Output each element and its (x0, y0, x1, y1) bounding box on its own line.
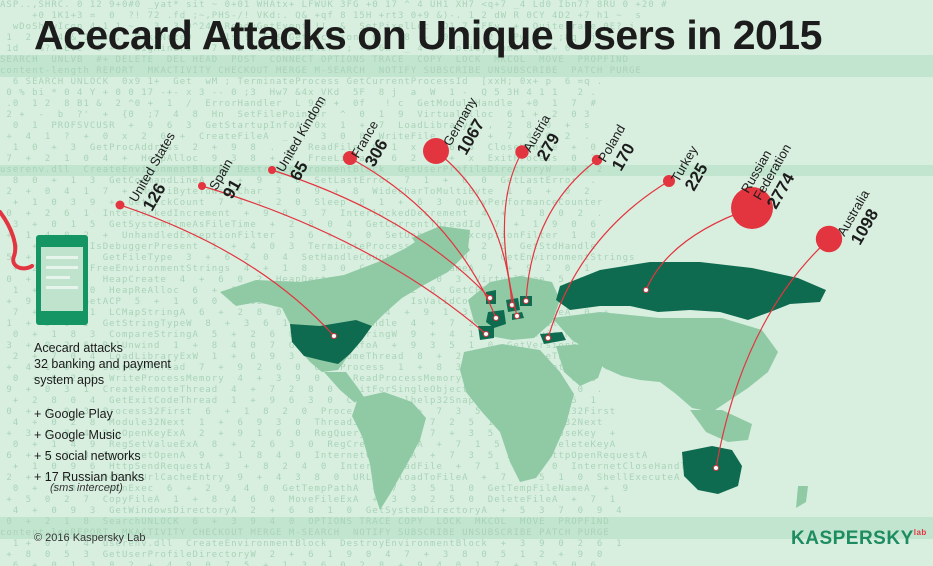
land-north-america (220, 232, 470, 372)
kaspersky-logo: KASPERSKYlab (791, 528, 927, 550)
land-middle-east (556, 344, 606, 386)
connector-turkey (547, 180, 670, 339)
logo-sup: lab (913, 528, 927, 537)
country-australia (682, 446, 742, 494)
page-title: Acecard Attacks on Unique Users in 2015 (34, 12, 822, 58)
bubble-russian-federation (731, 187, 773, 229)
land-africa (460, 344, 574, 482)
bubble-australia (815, 225, 843, 253)
attacked-countries (290, 262, 826, 494)
info-target-list: + Google Play + Google Music + 5 social … (34, 404, 144, 488)
list-item: + Google Music (34, 428, 122, 442)
endpoint-russian-federation (643, 287, 649, 293)
connector-lines (119, 150, 830, 471)
endpoint-spain (483, 331, 489, 337)
land-south-america (352, 392, 426, 510)
bubble-austria (515, 145, 529, 159)
bubble-france (343, 151, 357, 165)
endpoint-australia (713, 465, 719, 471)
info-note: (sms intercept) (50, 482, 123, 494)
connector-spain (201, 185, 487, 335)
connector-united-kindom (271, 169, 491, 299)
list-item: + 5 social networks (34, 449, 141, 463)
land-asia (552, 312, 778, 412)
world-map (220, 226, 808, 510)
endpoint-united-states (331, 333, 337, 339)
info-heading: Acecard attacks 32 banking and payment s… (34, 340, 171, 388)
info-heading-line: system apps (34, 373, 105, 387)
phone-screen-line (46, 266, 78, 269)
country-turkey (540, 332, 566, 344)
bubble-turkey (663, 175, 675, 187)
list-item: + 17 Russian banks (34, 470, 145, 484)
bubble-spain (198, 182, 206, 190)
land-central-america (324, 372, 366, 402)
value-bubbles (115, 138, 843, 253)
land-new-zealand (796, 486, 808, 508)
info-heading-line: 32 banking and payment (34, 357, 171, 371)
land-greenland (412, 226, 470, 262)
endpoint-austria (514, 313, 520, 319)
endpoint-france (493, 315, 499, 321)
fishing-hook-icon (0, 210, 34, 271)
connector-united-states (119, 204, 335, 337)
country-united-states (290, 320, 372, 364)
endpoint-poland (523, 298, 529, 304)
bubble-germany (423, 138, 449, 164)
bubble-poland (591, 154, 603, 166)
endpoint-turkey (545, 335, 551, 341)
connector-france (349, 157, 497, 319)
phone-screen-line (46, 256, 78, 259)
land-southeast-asia (690, 410, 752, 442)
country-russian-federation (556, 262, 826, 320)
info-heading-line: Acecard attacks (34, 341, 123, 355)
logo-text: KASPERSKY (791, 528, 914, 549)
connector-austria (503, 151, 523, 317)
phone-screen-line (46, 276, 70, 279)
list-item: + Google Play (34, 407, 113, 421)
bubble-united-states (115, 200, 125, 210)
copyright: © 2016 Kaspersky Lab (34, 532, 146, 544)
bubble-united-kindom (268, 166, 276, 174)
phone-screen-line (46, 286, 78, 289)
connector-poland (525, 159, 598, 302)
connector-australia (715, 238, 830, 469)
